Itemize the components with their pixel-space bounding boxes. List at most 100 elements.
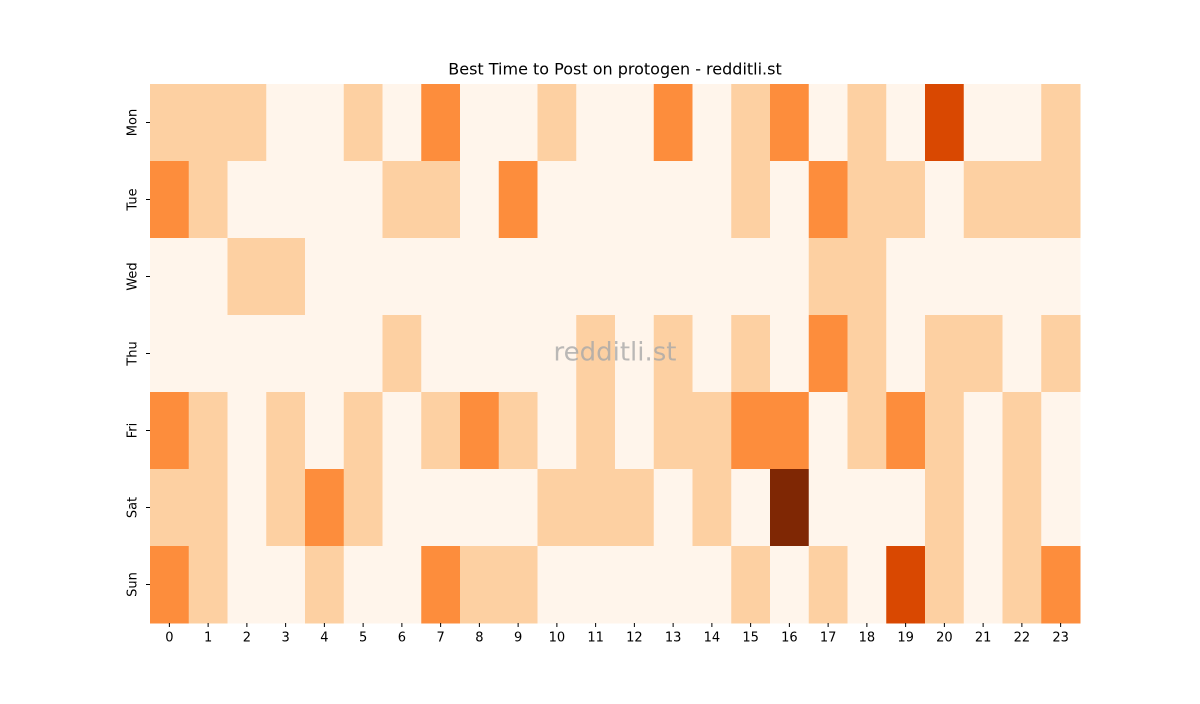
- heatmap-cells: [150, 84, 1081, 624]
- heatmap-cell: [576, 315, 616, 393]
- heatmap-cell: [537, 392, 577, 470]
- heatmap-cell: [1002, 84, 1042, 162]
- heatmap-cell: [343, 315, 383, 393]
- heatmap-cell: [343, 84, 383, 162]
- heatmap-cell: [653, 161, 693, 239]
- x-tick-label: 8: [475, 631, 483, 646]
- heatmap-cell: [808, 546, 848, 624]
- heatmap-cell: [847, 315, 887, 393]
- heatmap-cell: [537, 161, 577, 239]
- heatmap-cell: [963, 469, 1003, 547]
- heatmap-cell: [188, 469, 228, 547]
- heatmap-cell: [150, 161, 190, 239]
- heatmap-cell: [421, 392, 461, 470]
- heatmap-cell: [150, 392, 190, 470]
- heatmap-cell: [925, 161, 965, 239]
- x-tick-label: 18: [859, 631, 876, 646]
- heatmap-cell: [692, 469, 732, 547]
- heatmap-cell: [305, 469, 345, 547]
- heatmap-cell: [615, 469, 655, 547]
- heatmap-cell: [188, 546, 228, 624]
- heatmap-cell: [925, 84, 965, 162]
- y-tick-label: Sat: [126, 497, 141, 518]
- heatmap-cell: [421, 469, 461, 547]
- heatmap-cell: [266, 392, 306, 470]
- heatmap-cell: [576, 546, 616, 624]
- heatmap-cell: [808, 315, 848, 393]
- heatmap-cell: [808, 469, 848, 547]
- heatmap-cell: [421, 238, 461, 316]
- heatmap-cell: [615, 315, 655, 393]
- heatmap-cell: [963, 315, 1003, 393]
- heatmap-cell: [653, 238, 693, 316]
- heatmap-cell: [498, 84, 538, 162]
- heatmap-cell: [460, 238, 500, 316]
- heatmap-cell: [1002, 469, 1042, 547]
- heatmap-cell: [537, 84, 577, 162]
- heatmap-cell: [1041, 161, 1081, 239]
- x-tick-label: 6: [398, 631, 406, 646]
- x-tick-label: 15: [742, 631, 759, 646]
- heatmap-cell: [886, 315, 926, 393]
- heatmap-cell: [343, 469, 383, 547]
- heatmap-cell: [576, 392, 616, 470]
- heatmap-cell: [460, 546, 500, 624]
- heatmap-cell: [421, 84, 461, 162]
- x-tick-label: 2: [243, 631, 251, 646]
- axes: 0 1 2 3 4 5 6 7 8 9 10 11 12 13 14 15 16 17 18 19 20 21 22 23Mo…: [126, 109, 1069, 646]
- y-tick-label: Sun: [126, 572, 141, 597]
- x-tick-label: 0: [165, 631, 173, 646]
- heatmap-cell: [692, 315, 732, 393]
- heatmap-cell: [963, 84, 1003, 162]
- heatmap-cell: [576, 469, 616, 547]
- heatmap-cell: [615, 392, 655, 470]
- heatmap-cell: [382, 469, 422, 547]
- heatmap-cell: [305, 392, 345, 470]
- heatmap-cell: [925, 238, 965, 316]
- heatmap-cell: [421, 315, 461, 393]
- heatmap-cell: [305, 238, 345, 316]
- x-tick-label: 22: [1014, 631, 1031, 646]
- heatmap-cell: [847, 546, 887, 624]
- heatmap-cell: [615, 238, 655, 316]
- x-tick-label: 19: [897, 631, 914, 646]
- heatmap-cell: [150, 546, 190, 624]
- heatmap-cell: [1041, 546, 1081, 624]
- heatmap-cell: [305, 315, 345, 393]
- heatmap-cell: [886, 469, 926, 547]
- heatmap-cell: [615, 84, 655, 162]
- heatmap-cell: [266, 546, 306, 624]
- heatmap-cell: [653, 392, 693, 470]
- heatmap-cell: [1041, 84, 1081, 162]
- heatmap-cell: [150, 238, 190, 316]
- heatmap-cell: [731, 315, 771, 393]
- heatmap-cell: [886, 238, 926, 316]
- heatmap-cell: [343, 546, 383, 624]
- heatmap-cell: [731, 84, 771, 162]
- x-tick-label: 12: [626, 631, 643, 646]
- heatmap-cell: [576, 238, 616, 316]
- heatmap-cell: [227, 84, 267, 162]
- heatmap-cell: [653, 84, 693, 162]
- heatmap-cell: [188, 238, 228, 316]
- heatmap-cell: [382, 161, 422, 239]
- heatmap-cell: [692, 546, 732, 624]
- x-tick-label: 11: [587, 631, 604, 646]
- heatmap-cell: [188, 161, 228, 239]
- heatmap-cell: [498, 161, 538, 239]
- x-tick-label: 13: [665, 631, 682, 646]
- heatmap-cell: [227, 469, 267, 547]
- heatmap-cell: [421, 546, 461, 624]
- heatmap-cell: [382, 315, 422, 393]
- heatmap-cell: [1041, 469, 1081, 547]
- heatmap-cell: [925, 315, 965, 393]
- heatmap-cell: [343, 238, 383, 316]
- x-tick-label: 7: [436, 631, 444, 646]
- heatmap-cell: [770, 238, 810, 316]
- heatmap-cell: [305, 84, 345, 162]
- heatmap-cell: [150, 315, 190, 393]
- x-tick-label: 21: [975, 631, 992, 646]
- heatmap-cell: [188, 315, 228, 393]
- heatmap-cell: [188, 84, 228, 162]
